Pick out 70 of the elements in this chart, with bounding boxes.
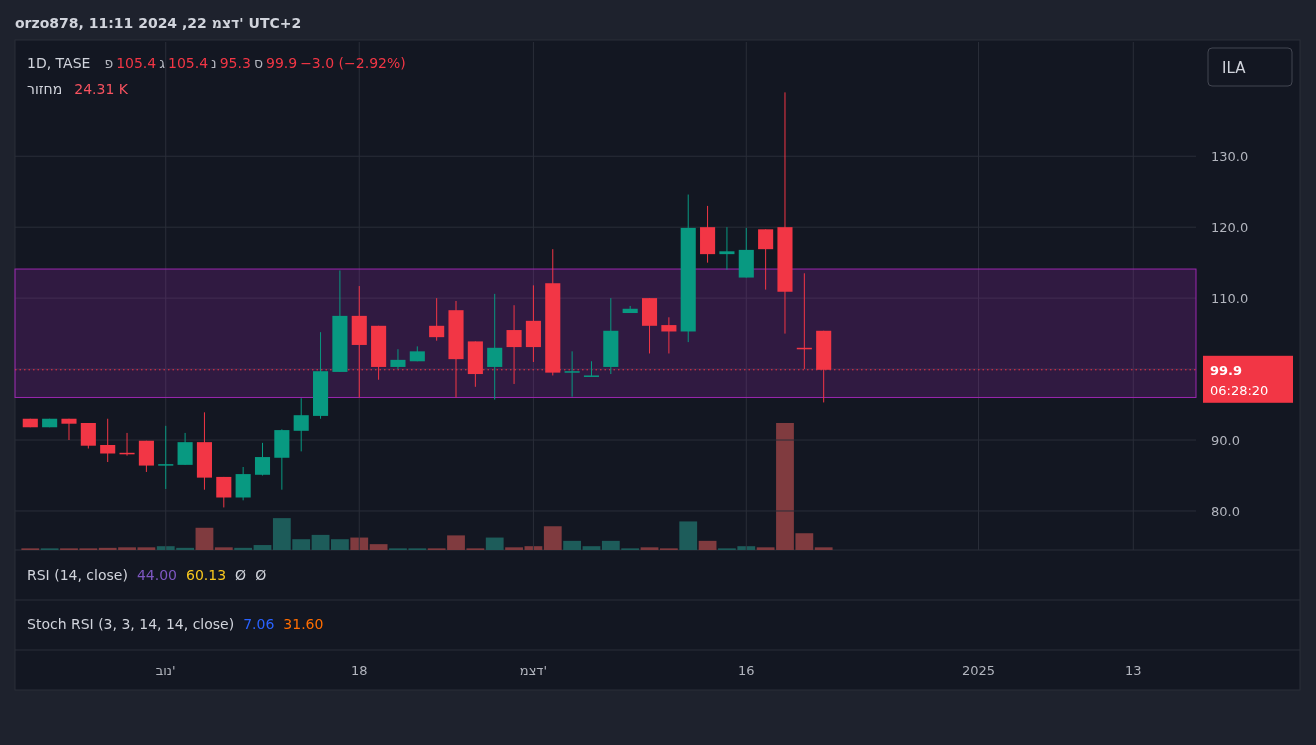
- candlestick: [100, 418, 116, 463]
- y-tick-label: 90.0: [1211, 433, 1240, 449]
- annotation: −3.0 (−2.92%): [300, 55, 406, 71]
- y-tick-label: 80.0: [1211, 503, 1240, 519]
- text: 7.06: [243, 616, 275, 632]
- annotation: פ: [104, 55, 114, 71]
- bar: [253, 545, 272, 550]
- bar: [698, 540, 717, 550]
- text: orzo878, 11:11 2024 ,22: [15, 15, 207, 31]
- text: Ø: [235, 567, 247, 583]
- y-tick-label: 110.0: [1211, 291, 1249, 307]
- annotation: נ: [211, 55, 217, 71]
- bar: [524, 546, 543, 550]
- annotation: ג: [159, 55, 166, 71]
- candlestick: [758, 228, 774, 291]
- x-tick-label: דצמ': [519, 663, 548, 678]
- annotation: ס: [253, 55, 263, 71]
- y-tick-label: 130.0: [1211, 149, 1249, 165]
- x-tick-label: 13: [1125, 663, 1142, 678]
- annotation: 99.9: [265, 55, 298, 71]
- bar: [331, 539, 349, 550]
- bar: [563, 540, 582, 550]
- bar: [505, 547, 523, 550]
- x-tick-label: 16: [738, 663, 755, 678]
- candlestick: [564, 350, 580, 398]
- candlestick: [293, 397, 309, 452]
- bar: [485, 537, 504, 550]
- bar: [369, 544, 388, 550]
- text: UTC+2: [248, 15, 302, 31]
- candlestick: [158, 425, 174, 490]
- candlestick: [719, 226, 735, 271]
- bar: [311, 534, 330, 550]
- annotation: 24.31 K: [74, 81, 129, 97]
- candlestick: [254, 442, 271, 476]
- chart-title: מחזור: [27, 81, 63, 97]
- bar: [679, 521, 698, 550]
- bar: [234, 547, 253, 550]
- text: 60.13: [186, 567, 227, 583]
- bar: [214, 547, 233, 550]
- candlestick: [487, 293, 503, 401]
- text: Stoch RSI (3, 3, 14, 14, close): [27, 616, 235, 632]
- x-tick-label: נוב': [155, 663, 176, 678]
- candlestick: [235, 466, 251, 501]
- text: דצמ': [211, 15, 244, 31]
- bar: [543, 526, 562, 550]
- text: 31.60: [283, 616, 324, 632]
- text: 44.00: [136, 567, 177, 583]
- y-tick-label: 120.0: [1211, 220, 1249, 236]
- x-tick-label: 18: [350, 663, 368, 678]
- candlestick: [661, 316, 677, 354]
- text: 06:28:20: [1210, 382, 1269, 398]
- annotation: 95.3: [219, 55, 251, 71]
- annotation: 105.4: [116, 55, 157, 71]
- bar: [195, 527, 214, 550]
- text: ILA: [1222, 59, 1247, 77]
- bar: [640, 547, 659, 550]
- bar: [814, 547, 833, 550]
- annotation: 105.4: [168, 55, 209, 71]
- candlestick: [429, 297, 445, 342]
- bar: [350, 537, 369, 550]
- text: Ø: [255, 567, 267, 583]
- bar: [582, 546, 601, 550]
- text: RSI (14, close): [27, 567, 128, 583]
- ref-line-label: 99.9: [1210, 362, 1243, 378]
- candlestick: [216, 476, 232, 508]
- candlestick: [177, 432, 193, 466]
- candlestick: [390, 348, 406, 370]
- candlestick: [80, 422, 96, 450]
- x-tick-label: 2025: [961, 663, 996, 678]
- text: 1D, TASE: [27, 55, 91, 71]
